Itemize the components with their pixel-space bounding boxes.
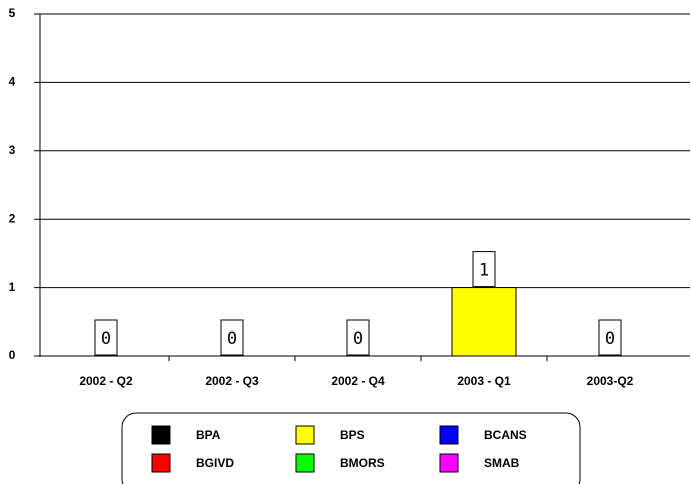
x-tick-label: 2002 - Q2 <box>79 374 133 388</box>
legend-swatch <box>151 425 171 445</box>
total-label-box <box>220 319 244 356</box>
total-label: 0 <box>605 329 615 349</box>
y-tick-label: 0 <box>9 348 16 362</box>
x-tick-label: 2002 - Q4 <box>331 374 385 388</box>
total-label: 1 <box>479 261 489 281</box>
x-tick-label: 2003-Q2 <box>587 374 634 388</box>
legend-label: BGIVD <box>196 456 234 470</box>
legend-swatch <box>439 425 459 445</box>
total-label: 0 <box>101 329 111 349</box>
y-tick-label: 2 <box>9 211 16 225</box>
total-label-box <box>94 319 118 356</box>
legend-label: BCANS <box>484 428 527 442</box>
legend-swatch <box>295 453 315 473</box>
legend-label: SMAB <box>484 456 520 470</box>
y-tick-label: 1 <box>9 280 16 294</box>
legend-swatch <box>439 453 459 473</box>
legend-box <box>121 412 581 484</box>
y-tick-label: 4 <box>9 75 16 89</box>
x-tick-label: 2002 - Q3 <box>205 374 259 388</box>
y-tick-label: 5 <box>9 6 16 20</box>
bar <box>451 287 517 357</box>
y-tick-label: 3 <box>9 143 16 157</box>
total-label-box <box>346 319 370 356</box>
legend-label: BPA <box>196 428 221 442</box>
total-label: 0 <box>227 329 237 349</box>
total-label: 0 <box>353 329 363 349</box>
x-tick-label: 2003 - Q1 <box>457 374 511 388</box>
total-label-box <box>472 251 496 288</box>
total-label-box <box>598 319 622 356</box>
legend-label: BMORS <box>340 456 385 470</box>
legend-label: BPS <box>340 428 365 442</box>
legend-swatch <box>151 453 171 473</box>
legend-swatch <box>295 425 315 445</box>
